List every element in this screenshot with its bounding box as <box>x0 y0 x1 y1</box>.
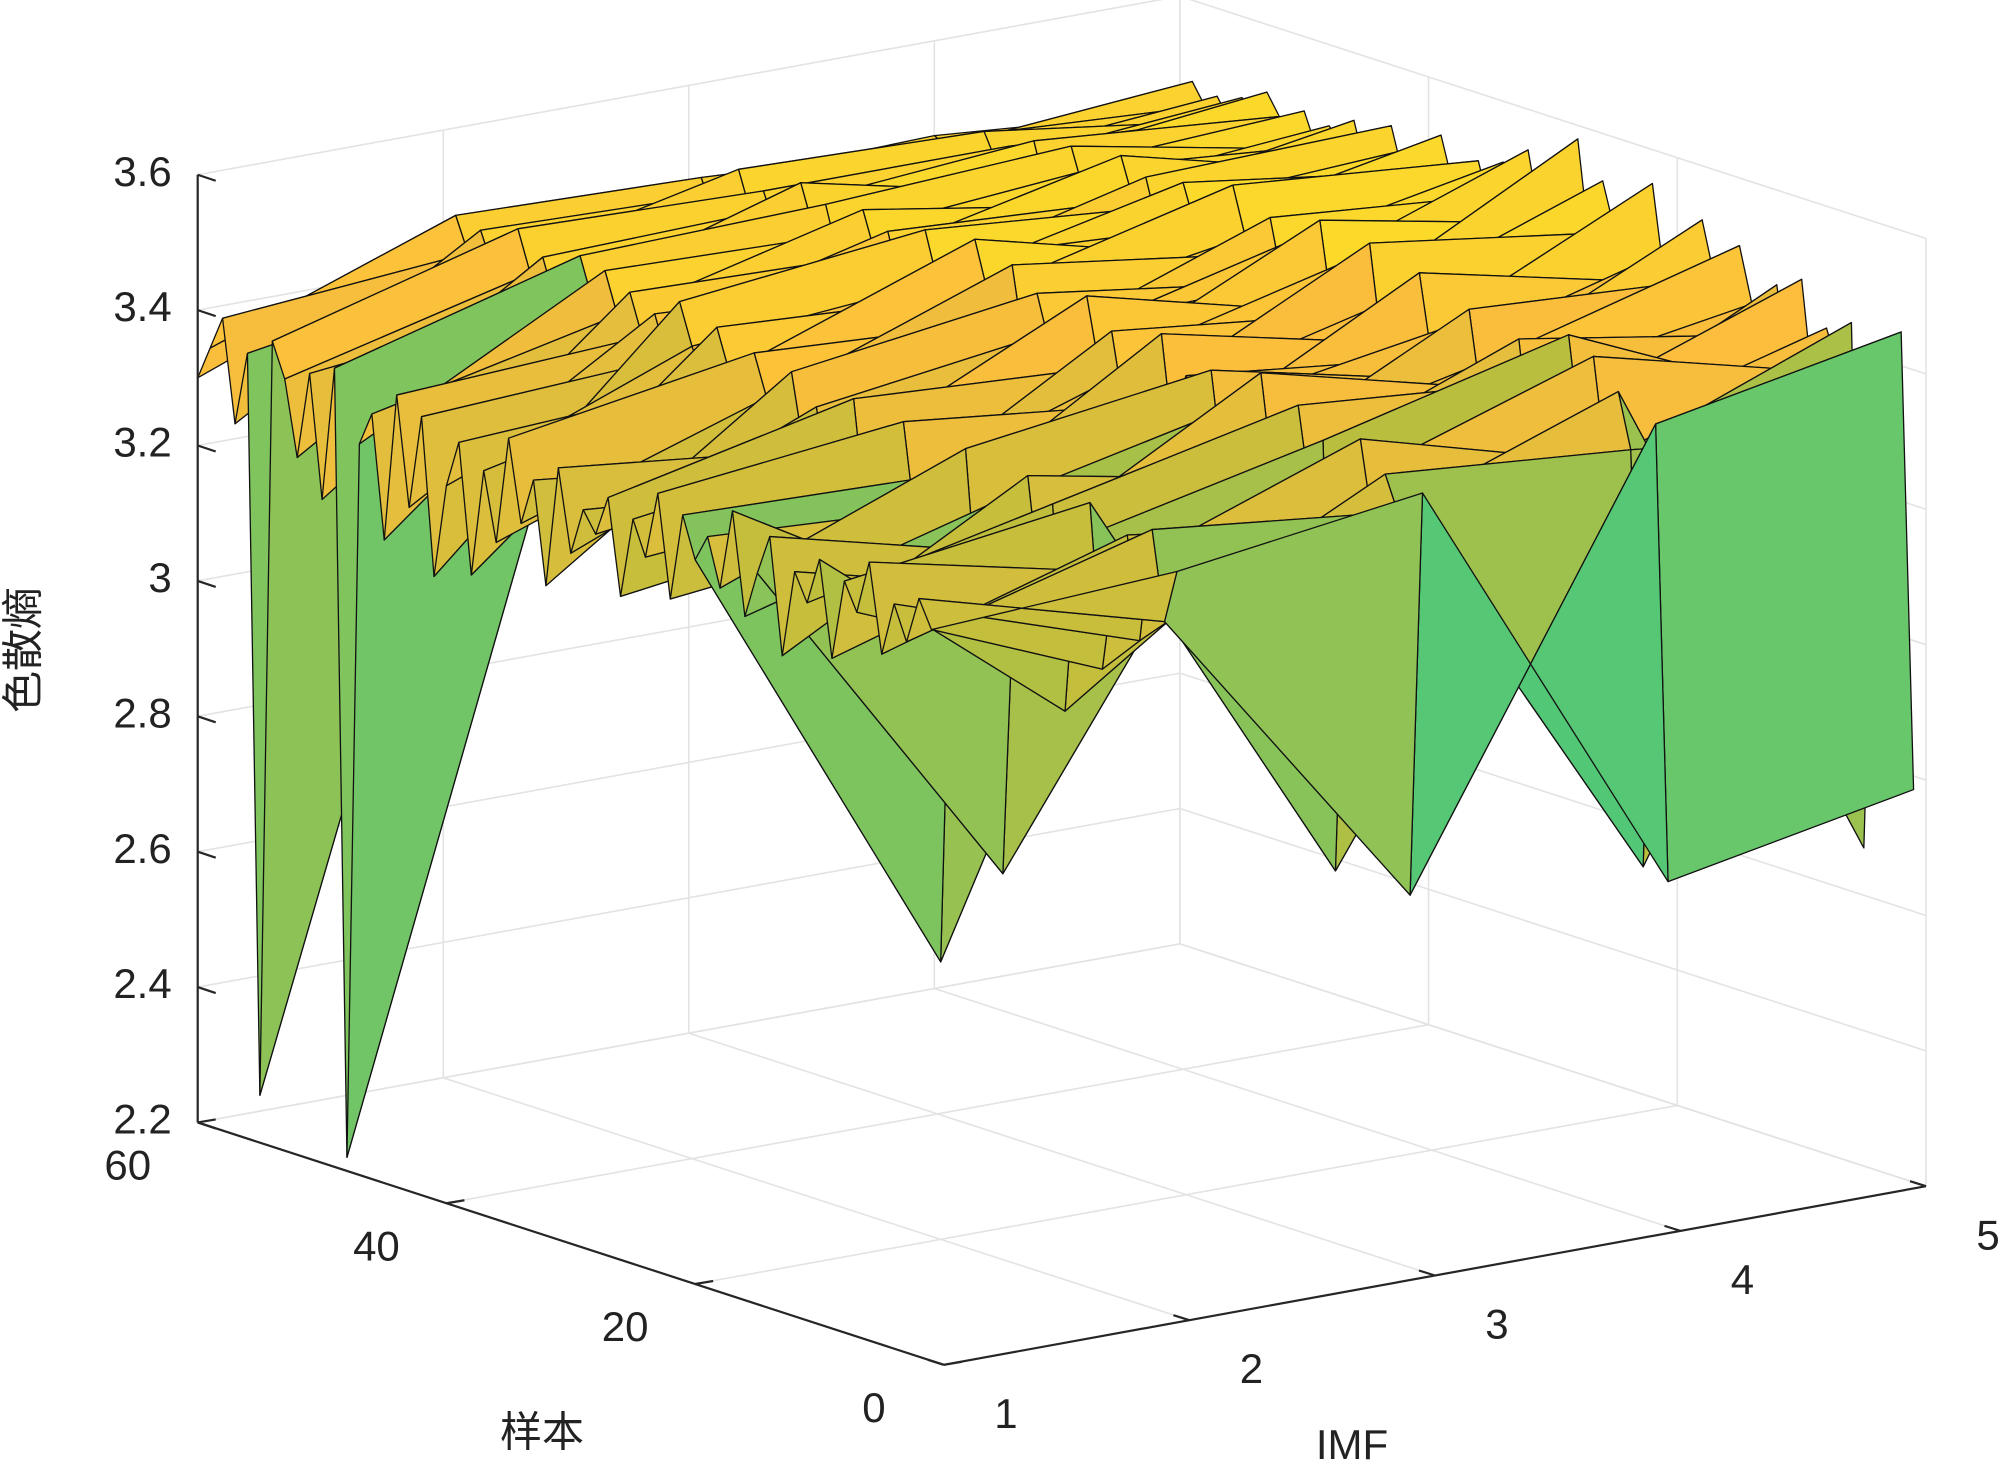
z-tick-label: 2.6 <box>113 825 171 872</box>
x-axis-title: IMF <box>1316 1421 1388 1468</box>
surface-patch <box>918 570 1178 631</box>
x-tick <box>1664 1224 1681 1232</box>
x-tick <box>1418 1269 1436 1277</box>
x-tick-label: 2 <box>1240 1345 1263 1392</box>
y-tick-label: 40 <box>353 1222 400 1269</box>
x-tick <box>1173 1314 1190 1322</box>
y-axis-line <box>197 1121 945 1366</box>
y-tick <box>694 1279 714 1286</box>
z-axis-title: 色散熵 <box>0 587 48 713</box>
y-tick <box>943 1360 963 1366</box>
z-tick-label: 2.8 <box>113 689 171 736</box>
x-tick-label: 3 <box>1485 1301 1508 1348</box>
x-tick-label: 1 <box>994 1390 1017 1437</box>
surface <box>197 80 1915 1159</box>
z-tick-label: 2.4 <box>113 960 171 1007</box>
axes: 1 2 3 4 5 0 20 40 602.2 2.4 2.6 2.8 3 3.2 3.4 3.6 IMF 样本 色… <box>0 148 2000 1468</box>
y-tick-label: 20 <box>602 1303 649 1350</box>
z-tick-label: 3.2 <box>113 419 171 466</box>
x-tick-label: 5 <box>1976 1211 1999 1258</box>
y-tick-label: 60 <box>104 1142 151 1189</box>
grid-line <box>695 1104 1678 1285</box>
x-tick <box>1909 1180 1927 1188</box>
z-tick-label: 2.2 <box>113 1096 171 1143</box>
z-tick-label: 3.4 <box>113 283 171 330</box>
z-tick-label: 3 <box>148 554 171 601</box>
x-tick-label: 4 <box>1731 1256 1754 1303</box>
z-tick <box>197 850 217 859</box>
z-tick <box>197 173 217 182</box>
y-tick <box>197 1118 216 1124</box>
z-tick <box>197 715 217 724</box>
z-tick-label: 3.6 <box>113 148 171 195</box>
grid-line <box>934 987 1681 1232</box>
surface-patch <box>1654 331 1915 883</box>
grid-line <box>1179 943 1927 1187</box>
z-tick <box>197 444 217 453</box>
grid-line <box>1179 807 1927 1052</box>
grid-line <box>442 1077 1190 1321</box>
grid-line <box>446 1023 1429 1205</box>
z-tick <box>197 1121 217 1130</box>
z-tick <box>197 986 217 995</box>
grid-line <box>1189 0 1927 240</box>
x-tick <box>927 1358 945 1366</box>
y-tick-label: 0 <box>862 1384 885 1431</box>
z-tick <box>197 309 217 318</box>
y-tick <box>446 1199 465 1205</box>
y-axis-title: 样本 <box>500 1408 584 1457</box>
grid-line <box>688 1032 1436 1277</box>
z-tick <box>197 579 217 588</box>
grid-line <box>197 0 1164 176</box>
